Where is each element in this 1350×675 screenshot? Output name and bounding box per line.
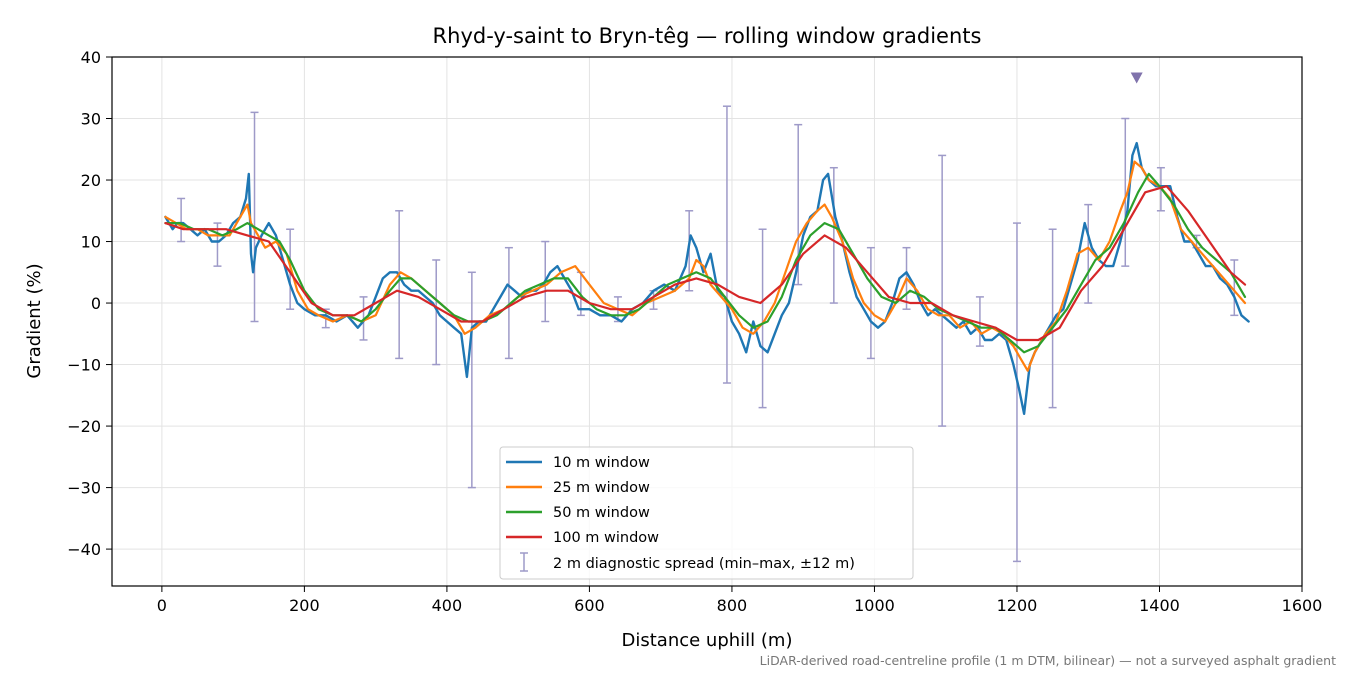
x-tick-label: 1600 xyxy=(1282,596,1323,615)
diagnostic-error-bar xyxy=(504,246,513,360)
legend-frame xyxy=(499,446,914,580)
diagnostic-error-bar xyxy=(395,210,404,360)
legend-label-50m: 50 m window xyxy=(553,505,650,521)
diagnostic-error-bar xyxy=(432,259,441,366)
diagnostic-error-bar xyxy=(938,154,947,427)
y-tick-label: 40 xyxy=(81,48,101,67)
x-tick-label: 1000 xyxy=(854,596,895,615)
y-tick-label: 30 xyxy=(81,110,101,129)
y-tick-label: −30 xyxy=(67,479,101,498)
footnote: LiDAR-derived road-centreline profile (1… xyxy=(760,653,1336,668)
legend: 10 m window 25 m window 50 m window 100 … xyxy=(499,446,914,580)
diagnostic-error-bar xyxy=(1012,222,1021,563)
chart-title: Rhyd-y-saint to Bryn-têg — rolling windo… xyxy=(433,24,982,48)
diagnostic-error-bar xyxy=(866,246,875,360)
peak-marker xyxy=(1130,72,1143,84)
diagnostic-error-bar xyxy=(1084,203,1093,304)
legend-label-25m: 25 m window xyxy=(553,480,650,496)
y-tick-label: −10 xyxy=(67,356,101,375)
diagnostic-error-bar xyxy=(975,296,984,347)
legend-label-diagnostic: 2 m diagnostic spread (min–max, ±12 m) xyxy=(553,556,855,572)
series-line-10m xyxy=(164,141,1250,415)
diagnostic-error-bar xyxy=(1048,228,1057,409)
y-tick-label: 0 xyxy=(91,294,101,313)
y-tick-label: 10 xyxy=(81,233,101,252)
y-tick-label: −20 xyxy=(67,417,101,436)
legend-label-10m: 10 m window xyxy=(553,455,650,471)
diagnostic-error-bar xyxy=(467,271,476,489)
diagnostic-error-bar xyxy=(1230,259,1239,317)
y-axis-label: Gradient (%) xyxy=(24,263,45,378)
legend-label-100m: 100 m window xyxy=(553,530,659,546)
diagnostic-error-bar xyxy=(829,166,838,304)
series-line-100m xyxy=(164,185,1247,342)
series-line-25m xyxy=(164,160,1247,372)
diagnostic-error-bar xyxy=(1121,117,1130,267)
x-tick-label: 800 xyxy=(717,596,748,615)
legend-swatch-diagnostic xyxy=(520,552,528,572)
y-axis: −40 −30 −20 −10 0 10 20 30 40 xyxy=(67,48,112,559)
x-tick-label: 400 xyxy=(432,596,463,615)
x-axis: 0 200 400 600 800 1000 1200 1400 1600 xyxy=(157,586,1323,615)
diagnostic-error-bar xyxy=(177,197,186,243)
series-lines xyxy=(164,141,1250,415)
plot-frame xyxy=(111,56,1303,587)
x-tick-label: 200 xyxy=(289,596,320,615)
diagnostic-error-bar xyxy=(722,105,731,384)
diagnostic-error-bar xyxy=(250,111,259,323)
peak-marker-group xyxy=(1130,72,1143,84)
x-tick-label: 1200 xyxy=(997,596,1038,615)
y-tick-label: 20 xyxy=(81,171,101,190)
x-tick-label: 0 xyxy=(157,596,167,615)
x-tick-label: 1400 xyxy=(1139,596,1180,615)
x-axis-label: Distance uphill (m) xyxy=(622,630,793,651)
x-tick-label: 600 xyxy=(574,596,605,615)
y-tick-label: −40 xyxy=(67,540,101,559)
diagnostic-error-bar xyxy=(758,228,767,409)
